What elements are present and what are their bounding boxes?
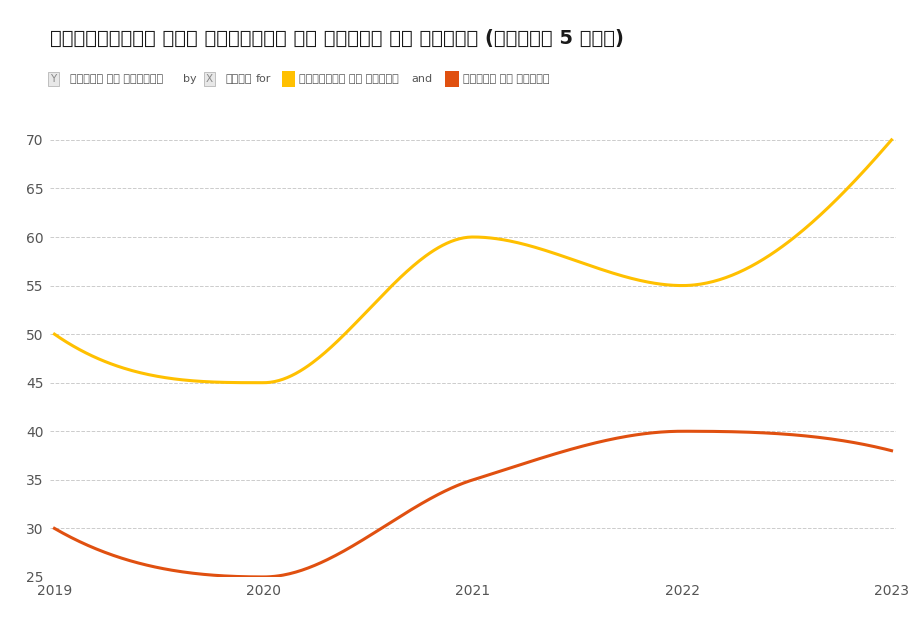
Text: for: for [256, 74, 271, 84]
Text: Y: Y [50, 74, 57, 84]
Text: मलेरिया से मौतें: मलेरिया से मौतें [299, 74, 399, 84]
Text: and: and [411, 74, 432, 84]
Text: छत्तीसगढ़ में मलेरिया और डेंगू से मौतें (पिछले 5 साल): छत्तीसगढ़ में मलेरिया और डेंगू से मौतें … [50, 29, 624, 48]
Text: X: X [206, 74, 213, 84]
Text: डेंगू से मौतें: डेंगू से मौतें [463, 74, 550, 84]
Text: by: by [183, 74, 197, 84]
Text: मौतों की संख्या: मौतों की संख्या [70, 74, 164, 84]
Text: वर्ष: वर्ष [226, 74, 252, 84]
